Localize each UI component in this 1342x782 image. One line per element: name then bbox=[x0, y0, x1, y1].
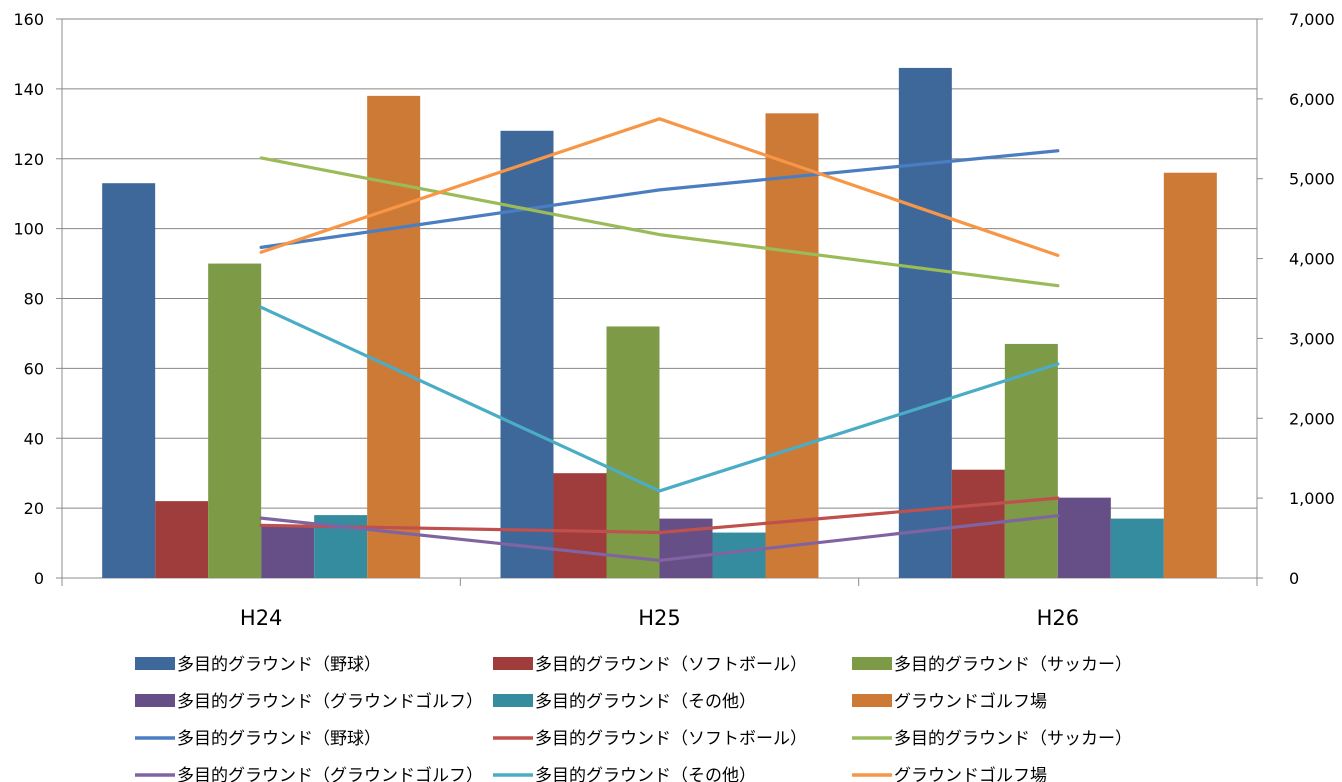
legend-label: 多目的グラウンド（その他） bbox=[535, 692, 756, 712]
bar bbox=[765, 113, 819, 579]
left-tick-label: 20 bbox=[24, 499, 44, 518]
series-line bbox=[259, 514, 1060, 563]
x-tick-label: H24 bbox=[240, 606, 283, 630]
bar bbox=[102, 183, 156, 579]
bar bbox=[261, 525, 315, 578]
left-tick-label: 140 bbox=[13, 80, 44, 99]
left-tick-label: 80 bbox=[24, 290, 44, 309]
legend-label: グラウンドゴルフ場 bbox=[894, 691, 1047, 712]
series-line bbox=[259, 117, 1060, 257]
bar bbox=[553, 473, 607, 578]
axes: 0 20 40 60 80 100 120 140 160 0 1,000 2,000 3,000 4,0… bbox=[13, 10, 1334, 630]
bar bbox=[606, 326, 660, 578]
legend-swatch bbox=[135, 657, 175, 670]
right-tick-label: 5,000 bbox=[1289, 170, 1335, 189]
series-line bbox=[259, 305, 1060, 493]
legend-label: 多目的グラウンド（サッカー） bbox=[894, 655, 1132, 675]
legend-swatch bbox=[493, 657, 533, 670]
right-tick-label: 7,000 bbox=[1289, 10, 1335, 29]
legend: 多目的グラウンド（野球） 多目的グラウンド（ソフトボール） 多目的グラウンド（サッカ… bbox=[135, 655, 1132, 782]
legend-label: 多目的グラウンド（サッカー） bbox=[894, 729, 1132, 749]
left-tick-label: 120 bbox=[13, 150, 44, 169]
bar bbox=[898, 67, 952, 578]
legend-label: 多目的グラウンド（野球） bbox=[177, 729, 381, 749]
left-tick-label: 160 bbox=[13, 10, 44, 29]
right-tick-label: 4,000 bbox=[1289, 250, 1335, 269]
bar bbox=[1057, 497, 1111, 578]
series-line bbox=[259, 149, 1060, 249]
right-tick-label: 6,000 bbox=[1289, 90, 1335, 109]
left-tick-label: 60 bbox=[24, 359, 44, 378]
left-tick-label: 100 bbox=[13, 220, 44, 239]
bar bbox=[1110, 518, 1164, 578]
bar bbox=[367, 95, 421, 579]
bar bbox=[712, 532, 766, 578]
legend-label: 多目的グラウンド（グラウンドゴルフ） bbox=[177, 765, 483, 782]
left-tick-label: 40 bbox=[24, 429, 44, 448]
legend-swatch bbox=[852, 657, 892, 670]
bars bbox=[102, 67, 1217, 579]
lines bbox=[259, 117, 1060, 563]
right-tick-label: 1,000 bbox=[1289, 489, 1335, 508]
bar bbox=[155, 501, 209, 578]
legend-label: 多目的グラウンド（グラウンドゴルフ） bbox=[177, 691, 483, 712]
legend-label: 多目的グラウンド（その他） bbox=[535, 766, 756, 782]
right-tick-label: 3,000 bbox=[1289, 329, 1335, 348]
left-tick-label: 0 bbox=[34, 569, 44, 588]
legend-label: 多目的グラウンド（ソフトボール） bbox=[535, 655, 807, 675]
legend-label: 多目的グラウンド（ソフトボール） bbox=[535, 729, 807, 749]
series-line bbox=[259, 496, 1060, 535]
legend-swatch bbox=[135, 694, 175, 707]
bar bbox=[1004, 343, 1058, 578]
x-tick-label: H25 bbox=[638, 606, 681, 630]
right-tick-label: 0 bbox=[1289, 569, 1299, 588]
bar bbox=[1163, 172, 1217, 578]
bar bbox=[208, 263, 262, 578]
legend-label: 多目的グラウンド（野球） bbox=[177, 655, 381, 675]
x-tick-label: H26 bbox=[1037, 606, 1080, 630]
legend-swatch bbox=[493, 694, 533, 707]
legend-swatch bbox=[852, 694, 892, 707]
legend-label: グラウンドゴルフ場 bbox=[894, 765, 1047, 782]
bar bbox=[500, 130, 554, 579]
right-tick-label: 2,000 bbox=[1289, 409, 1335, 428]
series-line bbox=[259, 156, 1060, 288]
